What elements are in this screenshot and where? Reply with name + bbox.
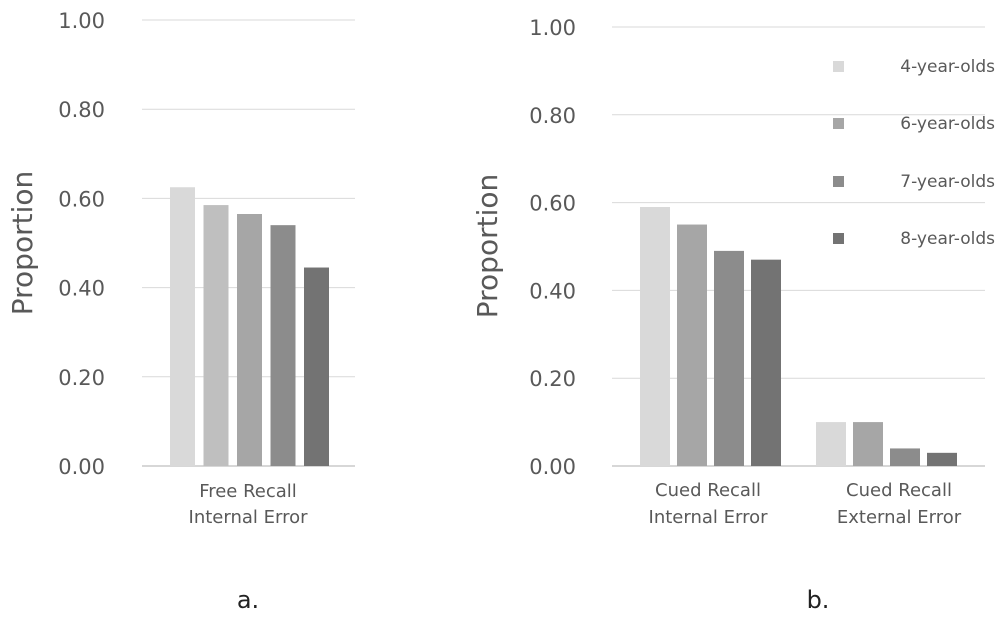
- bar-series-4: [270, 225, 296, 466]
- chart-panel-a: 0.00 0.20 0.40 0.60 0.80 1.00 Proportion Free R…: [6, 9, 355, 614]
- bar-4-year-olds: [816, 422, 846, 466]
- x-category-label: External Error: [837, 507, 962, 528]
- bar-8-year-olds: [751, 259, 781, 466]
- x-category-label: Cued Recall: [846, 480, 952, 501]
- bar-series-2: [203, 205, 229, 466]
- y-tick-label: 0.00: [58, 455, 105, 479]
- legend-swatch: [833, 118, 844, 129]
- x-category-label: Internal Error: [649, 507, 769, 528]
- y-axis-title: Proportion: [6, 171, 39, 315]
- legend-swatch: [833, 61, 844, 72]
- y-tick-label: 0.60: [58, 187, 105, 211]
- bar-7-year-olds: [714, 250, 744, 466]
- legend-swatch: [833, 233, 844, 244]
- x-category-label: Internal Error: [189, 507, 309, 528]
- legend-label: 4-year-olds: [900, 57, 995, 77]
- bar-4-year-olds: [640, 206, 670, 467]
- y-tick-label: 0.40: [529, 279, 576, 303]
- x-category-label: Free Recall: [199, 481, 297, 502]
- panel-label: a.: [237, 586, 259, 614]
- y-tick-label: 0.80: [58, 98, 105, 122]
- y-tick-label: 0.20: [529, 367, 576, 391]
- bar-series-5: [304, 267, 329, 466]
- panel-label: b.: [807, 586, 830, 614]
- y-tick-label: 0.40: [58, 277, 105, 301]
- y-tick-label: 0.60: [529, 192, 576, 216]
- chart-panel-b: 0.00 0.20 0.40 0.60 0.80 1.00 Proportion Cued R…: [471, 16, 995, 614]
- legend-label: 7-year-olds: [900, 172, 995, 192]
- legend-label: 6-year-olds: [900, 114, 995, 134]
- legend-label: 8-year-olds: [900, 229, 995, 249]
- y-tick-label: 0.20: [58, 366, 105, 390]
- y-axis-title: Proportion: [471, 174, 504, 318]
- bar-7-year-olds: [890, 448, 920, 466]
- bar-8-year-olds: [927, 452, 957, 466]
- bar-series-3: [237, 214, 262, 466]
- bar-6-year-olds: [853, 422, 883, 466]
- y-tick-label: 0.00: [529, 455, 576, 479]
- legend-swatch: [833, 176, 844, 187]
- bar-6-year-olds: [677, 224, 707, 466]
- bar-series-1: [170, 187, 195, 466]
- y-tick-label: 0.80: [529, 104, 576, 128]
- y-tick-label: 1.00: [529, 16, 576, 40]
- x-category-label: Cued Recall: [655, 480, 761, 501]
- y-tick-label: 1.00: [58, 9, 105, 33]
